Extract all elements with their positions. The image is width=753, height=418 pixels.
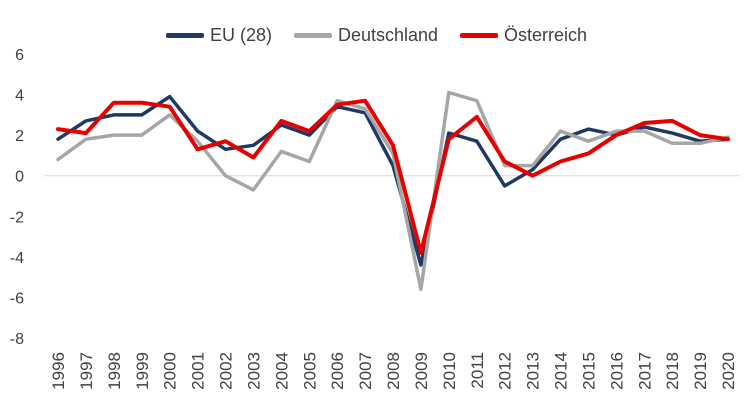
- x-tick-label: 2020: [719, 352, 738, 390]
- x-tick-label: 1997: [77, 352, 96, 390]
- y-tick-label: 6: [15, 47, 24, 64]
- x-tick-label: 2014: [552, 352, 571, 390]
- x-tick-label: 1999: [133, 352, 152, 390]
- x-tick-label: 1998: [105, 352, 124, 390]
- x-tick-label: 2002: [217, 352, 236, 390]
- x-tick-label: 2011: [468, 352, 487, 389]
- series-line-sterreich: [56, 98, 730, 255]
- x-tick-label: 2007: [356, 352, 375, 390]
- y-tick-label: 0: [15, 169, 24, 186]
- x-tick-label: 2019: [691, 352, 710, 390]
- legend-item-deutschland: Deutschland: [293, 24, 439, 46]
- legend-item-eu: EU (28): [165, 24, 272, 46]
- legend-label-oesterreich: Österreich: [504, 24, 588, 45]
- x-tick-label: 2010: [440, 352, 459, 390]
- x-tick-label: 2018: [663, 352, 682, 390]
- chart-legend: EU (28) Deutschland Österreich: [0, 22, 753, 48]
- x-tick-label: 2009: [412, 352, 431, 390]
- x-tick-label: 2016: [607, 352, 626, 390]
- y-tick-label: 4: [15, 88, 24, 105]
- x-tick-label: 2001: [189, 352, 208, 390]
- y-tick-label: -8: [10, 331, 24, 348]
- legend-swatch-deutschland: [293, 32, 332, 38]
- series-line-deutschland: [56, 90, 730, 292]
- x-tick-label: 2005: [300, 352, 319, 390]
- x-tick-label: 2003: [244, 352, 263, 390]
- x-tick-label: 2004: [272, 352, 291, 390]
- legend-swatch-eu: [165, 32, 204, 38]
- x-tick-label: 2006: [328, 352, 347, 390]
- legend-label-deutschland: Deutschland: [337, 24, 439, 45]
- x-tick-label: 2017: [635, 352, 654, 390]
- legend-item-oesterreich: Österreich: [460, 25, 587, 46]
- x-tick-label: 2000: [161, 352, 180, 390]
- x-tick-label: 2008: [384, 352, 403, 390]
- legend-label-eu: EU (28): [209, 24, 272, 45]
- x-tick-label: 2012: [496, 352, 515, 390]
- x-tick-label: 1996: [49, 352, 68, 390]
- x-tick-label: 2013: [524, 352, 543, 390]
- legend-swatch-oesterreich: [460, 32, 499, 38]
- y-tick-label: -2: [10, 209, 24, 226]
- y-tick-label: -4: [10, 250, 24, 267]
- y-tick-label: 2: [15, 128, 24, 145]
- y-tick-label: -6: [10, 290, 24, 307]
- x-tick-label: 2015: [579, 352, 598, 390]
